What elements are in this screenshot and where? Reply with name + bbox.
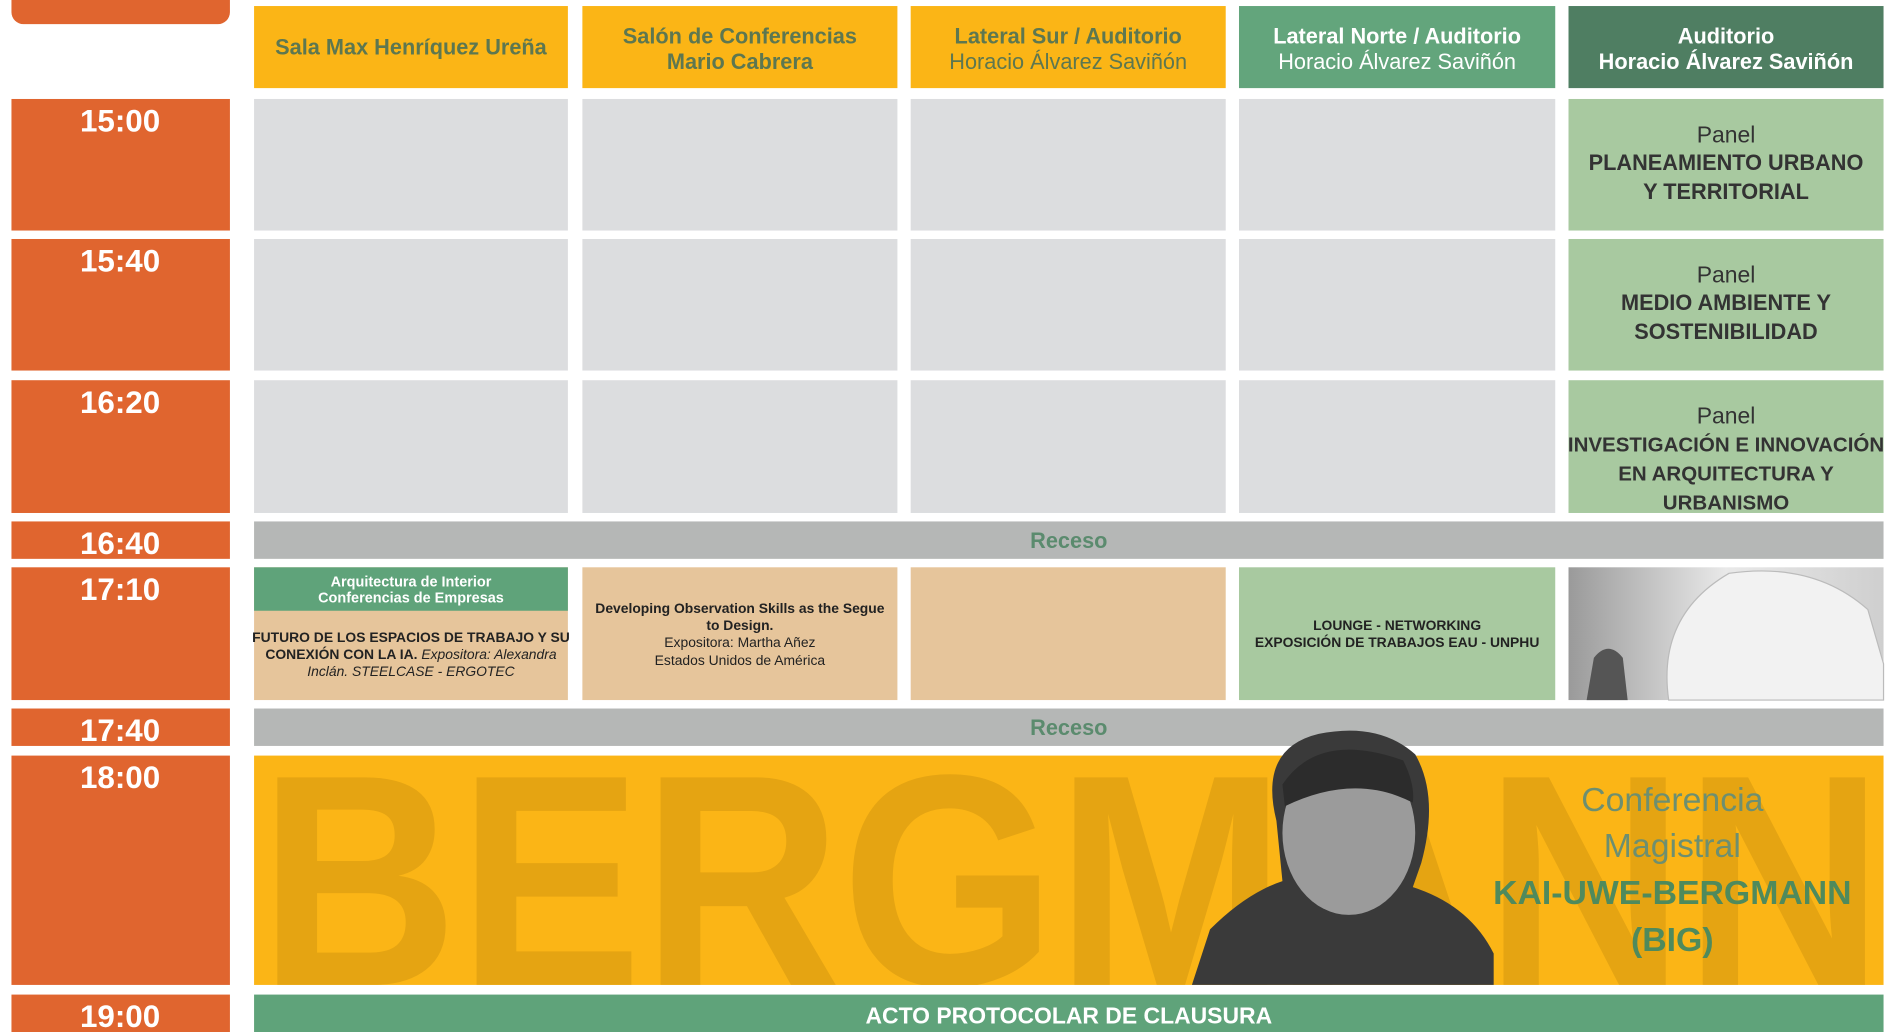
time-slot <box>11 238 230 371</box>
empty-cell <box>910 380 1226 513</box>
panel-cell <box>1568 380 1884 513</box>
empty-cell <box>254 238 568 371</box>
break-bar <box>254 521 1884 559</box>
time-slot <box>11 98 230 231</box>
session-title: EXPOSICIÓN DE TRABAJOS EAU - UNPHU <box>1255 633 1539 650</box>
time-label: 16:20 <box>80 385 160 420</box>
session-tag <box>254 567 568 611</box>
empty-cell <box>1238 238 1556 371</box>
panel-cell <box>1568 238 1884 371</box>
empty-cell <box>254 98 568 231</box>
room-header <box>1568 6 1884 89</box>
time-label: 19:00 <box>80 999 160 1032</box>
closing-bar <box>254 994 1884 1032</box>
panel-title: Y TERRITORIAL <box>1643 179 1809 204</box>
break-bar <box>254 708 1884 746</box>
room-name: Sala Max Henríquez Ureña <box>275 34 548 59</box>
time-slot <box>11 994 230 1032</box>
empty-cell <box>910 238 1226 371</box>
time-label: 16:40 <box>80 526 160 561</box>
time-label: 17:40 <box>80 713 160 748</box>
session-speaker: Estados Unidos de América <box>655 652 826 668</box>
session-cell <box>910 567 1226 701</box>
room-header <box>582 6 898 89</box>
session-title: LOUNGE - NETWORKING <box>1313 617 1481 633</box>
session-tag-text: Conferencias de Empresas <box>318 590 504 606</box>
time-slot <box>11 521 230 559</box>
break-label: Receso <box>1030 528 1107 553</box>
keynote-name: (BIG) <box>1631 921 1714 959</box>
time-slot <box>11 708 230 746</box>
session-line: CONEXIÓN CON LA IA. Expositora: Alexandr… <box>265 645 556 662</box>
keynote-word: BERGMANN <box>259 712 1884 1032</box>
break-label: Receso <box>1030 715 1107 740</box>
room-name: Auditorio <box>1678 23 1775 48</box>
room-subname: Mario Cabrera <box>667 49 814 74</box>
room-header <box>910 6 1226 89</box>
time-slot <box>11 380 230 513</box>
panel-title: INVESTIGACIÓN E INNOVACIÓN <box>1568 432 1884 456</box>
session-speaker: Expositora: Martha Añez <box>664 634 815 650</box>
keynote-name: KAI-UWE-BERGMANN <box>1493 874 1851 912</box>
empty-cell <box>1238 98 1556 231</box>
empty-cell <box>910 98 1226 231</box>
room-subname: Horacio Álvarez Saviñón <box>1278 49 1516 74</box>
session-speaker: Expositora: Alexandra <box>421 646 557 662</box>
session-cell <box>1238 567 1556 701</box>
session-title: CONEXIÓN CON LA IA. <box>265 645 417 662</box>
empty-cell <box>582 238 898 371</box>
speaker-photo <box>1191 730 1494 985</box>
empty-cell <box>582 98 898 231</box>
empty-cell <box>582 380 898 513</box>
panel-cell <box>1568 98 1884 231</box>
room-header <box>254 6 568 89</box>
keynote-line: Conferencia <box>1581 781 1763 819</box>
session-title: Developing Observation Skills as the Seg… <box>595 600 884 616</box>
session-title: to Design. <box>706 617 773 633</box>
statue-silhouette <box>1586 648 1628 701</box>
panel-kind: Panel <box>1697 261 1756 287</box>
time-label: 17:10 <box>80 572 160 607</box>
time-slot <box>11 755 230 985</box>
time-slot <box>11 567 230 701</box>
keynote-bg <box>254 755 1884 985</box>
panel-title: MEDIO AMBIENTE Y <box>1621 290 1831 315</box>
panel-title: EN ARQUITECTURA Y <box>1618 462 1834 485</box>
keynote-line: Magistral <box>1604 827 1741 865</box>
panel-title: URBANISMO <box>1663 491 1789 514</box>
empty-cell <box>254 380 568 513</box>
panel-kind: Panel <box>1697 121 1756 147</box>
session-speaker: Inclán. STEELCASE - ERGOTEC <box>307 663 515 679</box>
time-label: 18:00 <box>80 760 160 795</box>
room-name: Salón de Conferencias <box>623 23 857 48</box>
session-cell <box>582 567 898 701</box>
room-name: Lateral Norte / Auditorio <box>1273 23 1521 48</box>
panel-title: PLANEAMIENTO URBANO <box>1589 150 1864 175</box>
room-subname: Horacio Álvarez Saviñón <box>1599 49 1854 74</box>
session-tag-text: Arquitectura de Interior <box>331 575 492 591</box>
time-label: 15:40 <box>80 244 160 279</box>
statue-face <box>1666 570 1885 701</box>
session-title: FUTURO DE LOS ESPACIOS DE TRABAJO Y SU <box>252 629 570 645</box>
closing-text: ACTO PROTOCOLAR DE CLAUSURA <box>865 1003 1272 1029</box>
panel-kind: Panel <box>1697 403 1756 429</box>
day-badge <box>11 0 230 25</box>
room-subname: Horacio Álvarez Saviñón <box>949 49 1187 74</box>
panel-title: SOSTENIBILIDAD <box>1634 319 1817 344</box>
empty-cell <box>1238 380 1556 513</box>
room-name: Lateral Sur / Auditorio <box>955 23 1182 48</box>
time-label: 15:00 <box>80 104 160 139</box>
room-header <box>1238 6 1556 89</box>
